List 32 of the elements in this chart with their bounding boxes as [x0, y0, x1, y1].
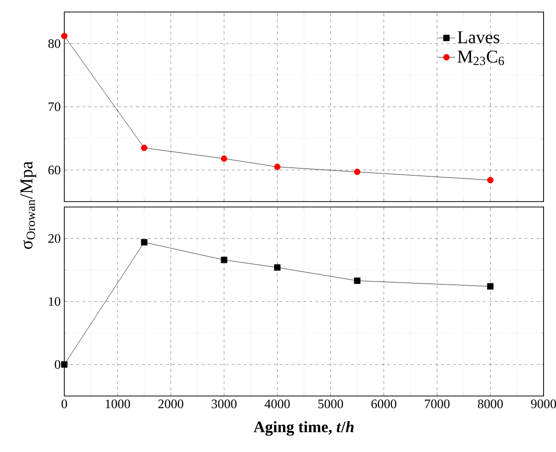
x-tick-label: 5000 — [318, 400, 344, 408]
x-tick-label: 2000 — [158, 400, 184, 408]
point — [220, 256, 228, 264]
point — [354, 168, 360, 176]
y-tick-label: 10 — [48, 297, 60, 306]
x-tick-label: 6000 — [371, 400, 396, 408]
y-axis-title: σ$_{Orowan}$/Mpa — [20, 161, 36, 249]
point — [140, 144, 148, 152]
legend-label: Laves — [458, 31, 500, 44]
point — [354, 278, 360, 284]
y-tick-label: 60 — [48, 166, 60, 174]
y-tick-label: 0 — [54, 360, 60, 369]
y-tick-label: 70 — [48, 102, 60, 112]
point — [487, 283, 494, 290]
point — [487, 176, 494, 184]
point — [61, 361, 68, 368]
y-tick-label: 80 — [48, 39, 60, 48]
legend-label: M$_{23}$C$_{6}$ — [458, 50, 504, 66]
point — [61, 32, 68, 40]
y-tick-label: 20 — [48, 234, 60, 243]
point — [220, 155, 228, 162]
x-axis-title: Aging time, t/h — [254, 421, 354, 436]
x-tick-label: 3000 — [212, 400, 237, 408]
x-tick-label: 7000 — [424, 400, 450, 408]
point — [140, 239, 148, 246]
point — [274, 164, 281, 170]
x-tick-label: 0 — [62, 400, 68, 408]
point — [274, 264, 281, 271]
x-tick-label: 9000 — [531, 400, 556, 408]
x-tick-label: 8000 — [478, 400, 503, 408]
x-tick-label: 4000 — [264, 400, 290, 408]
x-tick-label: 1000 — [106, 400, 130, 408]
